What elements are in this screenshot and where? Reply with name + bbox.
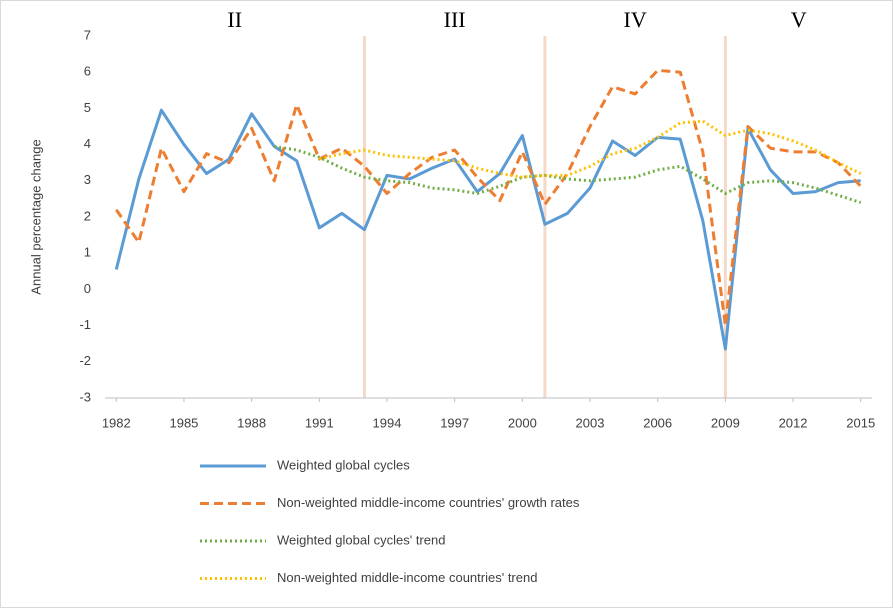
x-tick-label: 1994 — [373, 415, 402, 430]
series-line — [115, 68, 862, 328]
y-tick-label: 6 — [84, 64, 91, 79]
x-tick-label: 1988 — [237, 415, 266, 430]
x-tick-label: 1985 — [169, 415, 198, 430]
y-tick-label: 4 — [84, 136, 91, 151]
x-tick-label: 1997 — [440, 415, 469, 430]
y-tick-label: 3 — [84, 172, 91, 187]
legend-label: Weighted global cycles — [277, 457, 410, 472]
x-tick-label: 1991 — [305, 415, 334, 430]
period-label: III — [444, 7, 466, 32]
y-tick-label: 0 — [84, 281, 91, 296]
legend-label: Non-weighted middle-income countries' tr… — [277, 570, 537, 585]
x-tick-label: 1982 — [102, 415, 131, 430]
y-tick-label: 1 — [84, 245, 91, 260]
y-tick-label: 7 — [84, 27, 91, 42]
x-tick-label: 2012 — [779, 415, 808, 430]
series-line — [273, 144, 862, 204]
period-label: II — [227, 7, 242, 32]
y-tick-label: 5 — [84, 100, 91, 115]
period-label: V — [791, 7, 807, 32]
y-tick-label: 2 — [84, 208, 91, 223]
legend-label: Weighted global cycles' trend — [277, 532, 445, 547]
y-axis-label: Annual percentage change — [28, 139, 43, 294]
x-tick-label: 2006 — [643, 415, 672, 430]
series-line — [318, 119, 862, 179]
x-tick-label: 2000 — [508, 415, 537, 430]
x-tick-label: 2003 — [576, 415, 605, 430]
x-tick-label: 2015 — [846, 415, 875, 430]
y-tick-label: -2 — [79, 353, 91, 368]
y-tick-label: -1 — [79, 317, 91, 332]
x-tick-label: 2009 — [711, 415, 740, 430]
period-label: IV — [624, 7, 647, 32]
y-tick-label: -3 — [79, 389, 91, 404]
legend-label: Non-weighted middle-income countries' gr… — [277, 495, 580, 510]
